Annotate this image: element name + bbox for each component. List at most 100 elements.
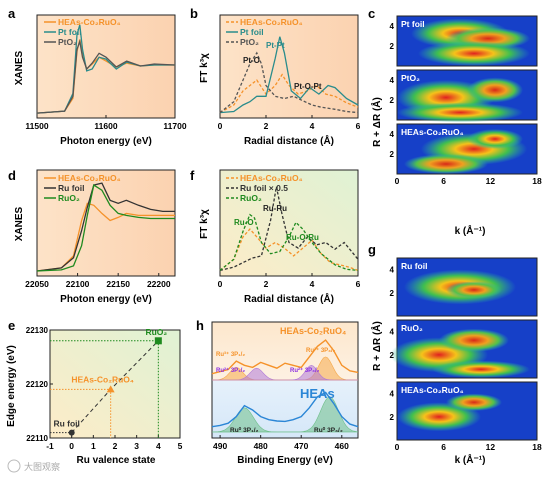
tick-label-b-0: 0 bbox=[218, 121, 223, 131]
g-map-2-ytick-1: 4 bbox=[390, 390, 395, 399]
panel-d-legend: HEAs-Co₂RuO₄ Ru foil RuO₂ bbox=[44, 173, 121, 203]
xps-series-0 bbox=[211, 339, 359, 375]
panel-c: c R + ΔR (Å) Pt foil 2 4 PtO₂ 2 4 HEAs-Co₂RuO₄… bbox=[368, 6, 542, 237]
legend-b-pt: Pt foil bbox=[240, 27, 264, 37]
panel-f: f FT k³χ Radial distance (Å) 0 2 4 6 HEAs-C… bbox=[190, 168, 361, 305]
legend-a-pto2: PtO₂ bbox=[58, 37, 77, 47]
panel-h-top-title: HEAs-Co₂RuO₄ bbox=[280, 326, 346, 336]
panel-f-ylabel: FT k³χ bbox=[199, 209, 210, 239]
series-d-2 bbox=[36, 184, 175, 272]
annot-ru-o: Ru-O bbox=[234, 218, 254, 227]
g-map-0-blob-1 bbox=[446, 281, 502, 299]
ytick-label-e-1: 22120 bbox=[26, 380, 49, 389]
panel-g-ylabel: R + ΔR (Å) bbox=[370, 321, 383, 371]
panel-c-xlabel: k (Å⁻¹) bbox=[455, 224, 486, 237]
panel-h: h Binding Energy (eV) 490 480 470 460 HEAs-… bbox=[196, 318, 359, 466]
panel-d: d XANES Photon energy (eV) 22050 22100 221… bbox=[8, 168, 176, 305]
panel-c-ylabel: R + ΔR (Å) bbox=[370, 97, 383, 147]
xps-label-ru2-p32: Ru²⁺ 3P₃/₂ bbox=[290, 367, 320, 374]
panel-f-xlabel: Radial distance (Å) bbox=[244, 292, 334, 305]
panel-h-bottom-title: HEAs bbox=[300, 386, 335, 401]
panel-a: a XANES Photon energy (eV) 11500 11600 117… bbox=[8, 6, 187, 147]
g-xtick-0: 0 bbox=[395, 442, 400, 452]
c-map-0-ytick-0: 2 bbox=[390, 42, 395, 51]
e-point-label-0: Ru foil bbox=[53, 419, 79, 429]
legend-a-hea: HEAs-Co₂RuO₄ bbox=[58, 17, 121, 27]
panel-c-letter: c bbox=[368, 6, 375, 21]
legend-b-pto2: PtO₂ bbox=[240, 37, 259, 47]
panel-b-ylabel: FT k³χ bbox=[199, 53, 210, 83]
tick-label-e-5: 4 bbox=[156, 441, 161, 451]
g-map-label-1: RuO₂ bbox=[401, 323, 423, 333]
tick-label-h-1: 480 bbox=[254, 441, 268, 451]
tick-label-f-3: 6 bbox=[356, 279, 361, 289]
panel-g-xlabel: k (Å⁻¹) bbox=[455, 453, 486, 466]
g-xtick-2: 12 bbox=[486, 442, 496, 452]
c-map-label-1: PtO₂ bbox=[401, 73, 420, 83]
panel-a-letter: a bbox=[8, 6, 16, 21]
panel-d-ylabel: XANES bbox=[14, 206, 25, 241]
panel-e-ylabel: Edge energy (eV) bbox=[6, 345, 17, 427]
annot-pt-o-pt: Pt-O-Pt bbox=[294, 82, 322, 91]
panel-d-frame bbox=[36, 169, 176, 277]
c-map-2-ytick-0: 2 bbox=[390, 150, 395, 159]
tick-label-e-6: 5 bbox=[178, 441, 183, 451]
g-map-1-ytick-0: 2 bbox=[390, 351, 395, 360]
legend-d-hea: HEAs-Co₂RuO₄ bbox=[58, 173, 121, 183]
c-map-2-blob-1 bbox=[404, 154, 488, 174]
c-xtick-2: 12 bbox=[486, 176, 496, 186]
tick-label-d-3: 22200 bbox=[147, 279, 171, 289]
ytick-label-e-0: 22110 bbox=[26, 434, 48, 443]
panel-g-letter: g bbox=[368, 242, 376, 257]
tick-label-b-1: 2 bbox=[264, 121, 269, 131]
panel-h-xlabel: Binding Energy (eV) bbox=[237, 455, 333, 466]
annot-ru-ru: Ru-Ru bbox=[263, 204, 287, 213]
c-map-1-blob-2 bbox=[397, 102, 523, 123]
tick-label-h-3: 460 bbox=[335, 441, 349, 451]
series-d-0 bbox=[36, 202, 175, 272]
tick-label-d-2: 22150 bbox=[106, 279, 130, 289]
xps-series-1 bbox=[211, 391, 359, 428]
legend-f-ru: Ru foil × 0.5 bbox=[240, 183, 288, 193]
tick-label-e-3: 2 bbox=[113, 441, 118, 451]
xps-label-ru3-p12: Ru³⁺ 3P₁/₂ bbox=[216, 351, 245, 358]
xps-label-ru0-p12: Ru⁰ 3P₁/₂ bbox=[230, 426, 259, 434]
e-point-label-2: RuO₂ bbox=[145, 327, 167, 337]
e-point-label-1: HEAs-Co₂RuO₄ bbox=[71, 374, 134, 384]
panel-f-legend: HEAs-Co₂RuO₄ Ru foil × 0.5 RuO₂ bbox=[226, 173, 303, 203]
tick-label-h-2: 470 bbox=[294, 441, 308, 451]
series-a-2 bbox=[36, 38, 176, 114]
tick-label-f-2: 4 bbox=[310, 279, 315, 289]
panel-d-xlabel: Photon energy (eV) bbox=[60, 294, 152, 305]
xps-peak-ru0-p32 bbox=[211, 396, 359, 433]
g-map-0-ytick-1: 4 bbox=[390, 266, 395, 275]
g-map-0-ytick-0: 2 bbox=[390, 289, 395, 298]
panel-e: e Edge energy (eV) Ru valence state -1 0 1… bbox=[6, 318, 183, 466]
series-b-1 bbox=[219, 36, 359, 114]
panel-b-xlabel: Radial distance (Å) bbox=[244, 134, 334, 147]
watermark: 大图观察 bbox=[7, 459, 60, 473]
g-map-2-ytick-0: 2 bbox=[390, 413, 395, 422]
g-xtick-1: 6 bbox=[441, 442, 446, 452]
g-map-1-blob-1 bbox=[439, 328, 509, 352]
c-map-0-ytick-1: 4 bbox=[390, 22, 395, 31]
watermark-icon bbox=[7, 459, 21, 473]
xps-label-ru2-p12: Ru²⁺ 3P₁/₂ bbox=[216, 367, 245, 374]
tick-label-a-0: 11500 bbox=[25, 121, 48, 131]
panel-d-letter: d bbox=[8, 168, 16, 183]
c-xtick-0: 0 bbox=[395, 176, 400, 186]
series-b-2 bbox=[219, 51, 359, 114]
panel-e-letter: e bbox=[8, 318, 15, 333]
legend-d-ru: Ru foil bbox=[58, 183, 84, 193]
g-map-1-ytick-1: 4 bbox=[390, 328, 395, 337]
c-map-label-2: HEAs-Co₂RuO₄ bbox=[401, 127, 464, 137]
e-point-0 bbox=[68, 429, 75, 436]
panel-f-frame bbox=[219, 169, 359, 277]
c-map-1-ytick-1: 4 bbox=[390, 76, 395, 85]
c-xtick-1: 6 bbox=[441, 176, 446, 186]
c-map-1-ytick-0: 2 bbox=[390, 96, 395, 105]
legend-b-hea: HEAs-Co₂RuO₄ bbox=[240, 17, 303, 27]
c-map-1-blob-1 bbox=[467, 77, 523, 103]
series-f-2 bbox=[219, 213, 359, 272]
annot-ru-o-ru: Ru-O-Ru bbox=[286, 233, 319, 242]
